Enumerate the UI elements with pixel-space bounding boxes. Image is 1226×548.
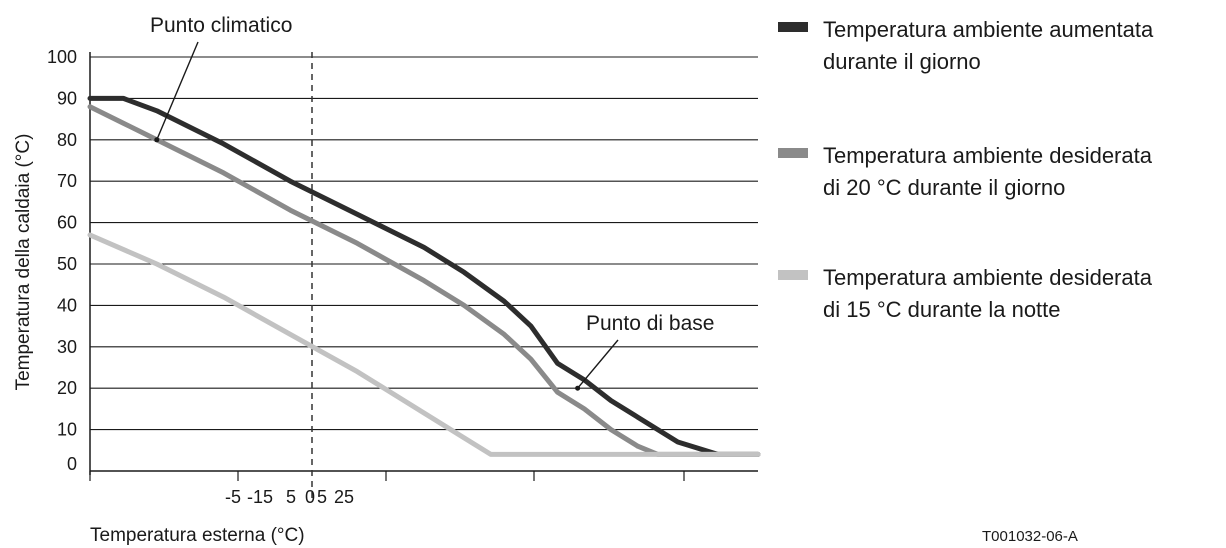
y-tick-label: 50 bbox=[57, 254, 77, 274]
y-tick-label: 30 bbox=[57, 337, 77, 357]
y-tick-labels: 0 10 20 30 40 50 60 70 80 90 100 bbox=[47, 47, 77, 474]
x-axis-label: Temperatura esterna (°C) bbox=[90, 525, 305, 546]
series-line bbox=[87, 95, 761, 457]
x-tick-label: -5 bbox=[225, 487, 241, 507]
legend-label: Temperatura ambiente aumentata durante il… bbox=[823, 17, 1154, 74]
x-tick-label: 5 bbox=[317, 487, 327, 507]
annotation-leader-line bbox=[156, 41, 199, 141]
y-axis-label: Temperatura della caldaia (°C) bbox=[13, 134, 34, 391]
legend-label: Temperatura ambiente desiderata di 20 °C … bbox=[823, 143, 1153, 200]
annotation-leader-line bbox=[577, 339, 619, 389]
y-tick-label: 40 bbox=[57, 295, 77, 315]
annotation-point bbox=[575, 385, 581, 391]
legend-label: Temperatura ambiente desiderata di 15 °C … bbox=[823, 265, 1153, 322]
legend-swatch bbox=[778, 22, 808, 32]
y-tick-label: 20 bbox=[57, 378, 77, 398]
series-line bbox=[87, 232, 761, 457]
annotation-point bbox=[154, 137, 160, 143]
y-tick-label: 80 bbox=[57, 130, 77, 150]
legend-swatch bbox=[778, 148, 808, 158]
x-tick-label: 0 bbox=[305, 487, 315, 507]
series-lines bbox=[87, 95, 761, 457]
x-tick-label: 25 bbox=[334, 487, 354, 507]
y-tick-label: 90 bbox=[57, 88, 77, 108]
y-tick-label: 0 bbox=[67, 454, 77, 474]
y-tick-label: 10 bbox=[57, 420, 77, 440]
legend: Temperatura ambiente aumentata durante il… bbox=[778, 17, 1154, 322]
annotation-label: Punto climatico bbox=[150, 14, 292, 37]
axes bbox=[89, 52, 758, 500]
y-tick-label: 70 bbox=[57, 171, 77, 191]
grid-lines bbox=[90, 56, 758, 431]
legend-swatch bbox=[778, 270, 808, 280]
annotations: Punto climatico Punto di base bbox=[150, 14, 714, 391]
y-tick-label: 60 bbox=[57, 213, 77, 233]
figure-code: T001032-06-A bbox=[982, 528, 1078, 545]
annotation-label: Punto di base bbox=[586, 312, 714, 335]
x-tick-label: 5 bbox=[286, 487, 296, 507]
y-tick-label: 100 bbox=[47, 47, 77, 67]
x-tick-label: -15 bbox=[247, 487, 273, 507]
x-tick-labels: -5 -15 5 0 5 25 bbox=[225, 487, 354, 507]
